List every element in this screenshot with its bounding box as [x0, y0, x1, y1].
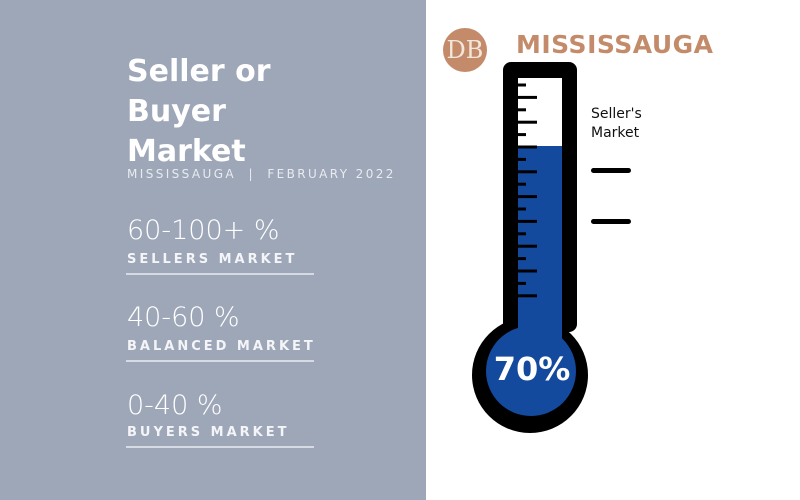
label-balanced: BALANCED MARKET [127, 339, 316, 354]
tick-mark [518, 145, 537, 149]
label-sellers: SELLERS MARKET [127, 252, 298, 267]
divider [126, 273, 314, 275]
logo-icon: DB [443, 28, 487, 72]
svg-text:DB: DB [447, 36, 484, 64]
tick-mark [518, 83, 526, 87]
tick-mark [518, 157, 526, 161]
tick-mark [518, 207, 526, 211]
tick-mark [518, 195, 537, 199]
subtitle: MISSISSAUGA | FEBRUARY 2022 [127, 167, 396, 181]
tick-mark [518, 95, 537, 99]
tick-mark [518, 108, 526, 112]
range-balanced: 40-60 % [127, 302, 240, 333]
tick-mark [518, 170, 537, 174]
page-title: Seller or Buyer Market [127, 54, 271, 169]
divider [126, 446, 314, 448]
tick-mark [518, 219, 537, 223]
divider [126, 360, 314, 362]
brand-city: MISSISSAUGA [516, 30, 714, 59]
range-sellers: 60-100+ % [127, 215, 280, 246]
label-buyers: BUYERS MARKET [127, 425, 290, 440]
tick-mark [518, 232, 526, 236]
marker-line [591, 219, 631, 224]
value-label: 70% [493, 350, 571, 388]
marker-line [591, 168, 631, 173]
tick-mark [518, 269, 537, 273]
bulb-fill [486, 326, 576, 416]
tick-mark [518, 133, 526, 137]
sellers-market-annotation: Seller's Market [591, 106, 642, 141]
tick-mark [518, 257, 526, 261]
range-buyers: 0-40 % [127, 390, 223, 421]
tick-mark [518, 120, 537, 124]
tick-mark [518, 244, 537, 248]
left-panel [0, 0, 426, 500]
tick-mark [518, 281, 526, 285]
tick-mark [518, 294, 537, 298]
tick-mark [518, 182, 526, 186]
